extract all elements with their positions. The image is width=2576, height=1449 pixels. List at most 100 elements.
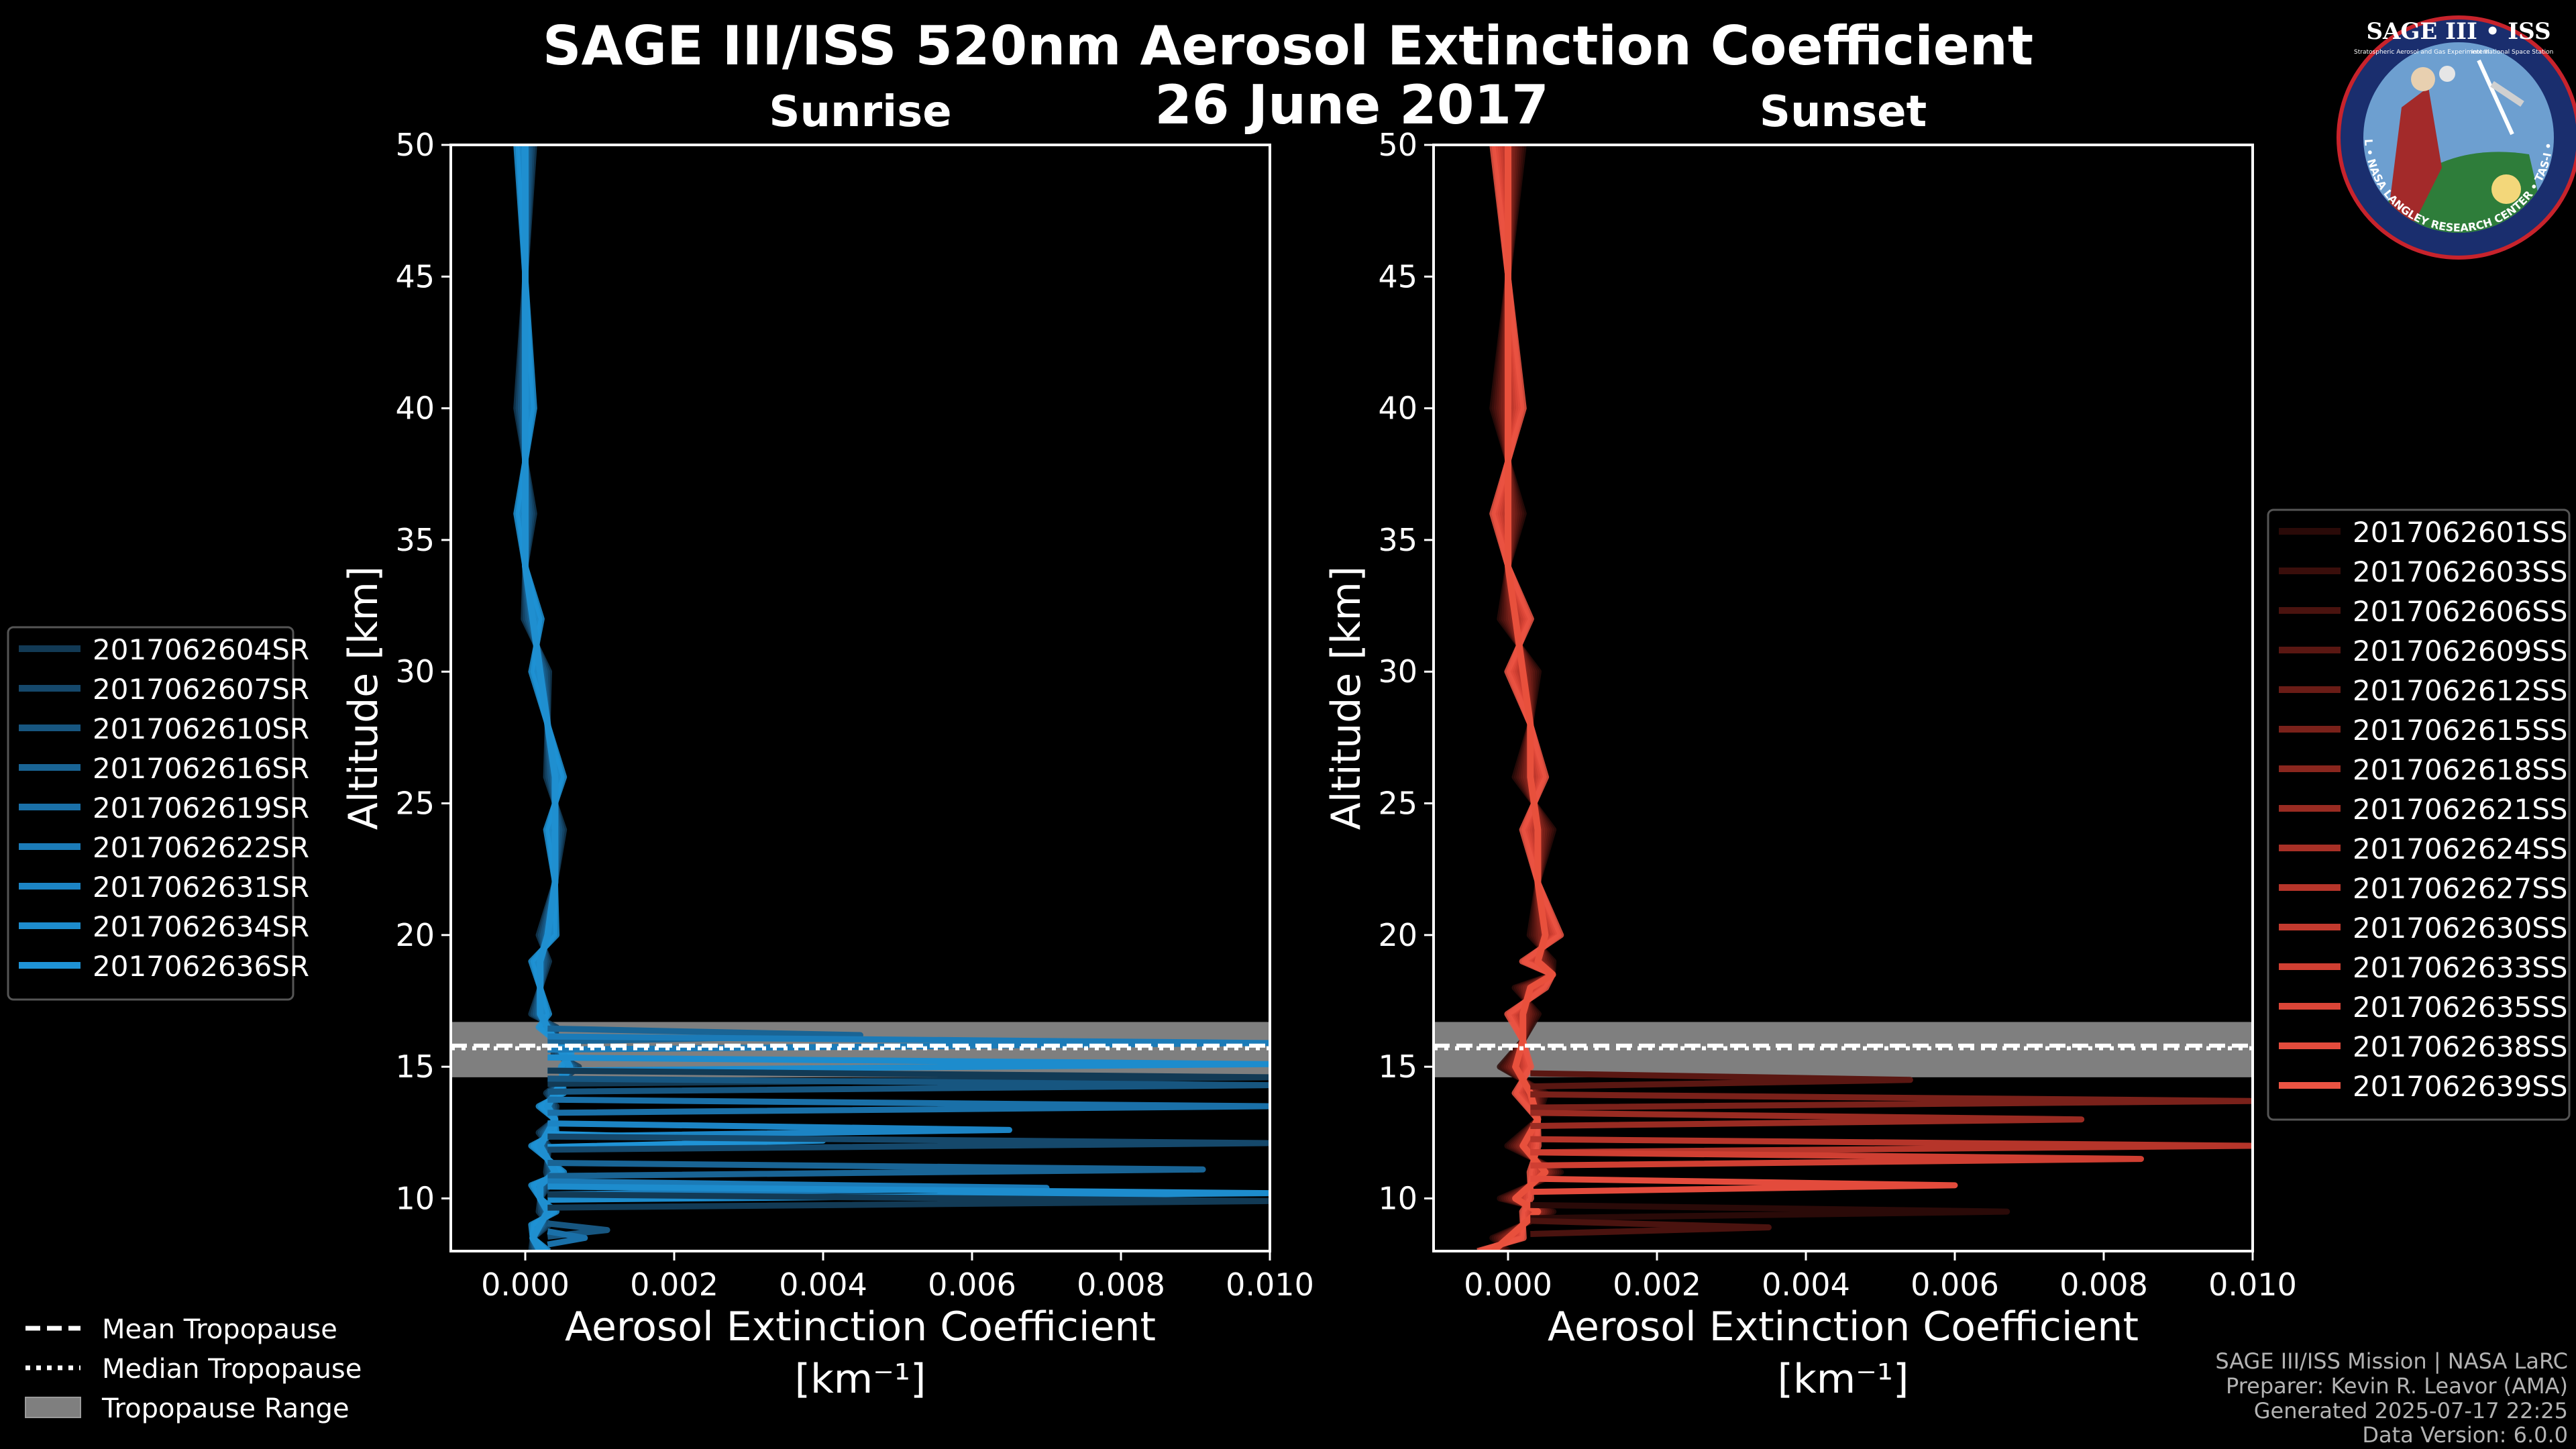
x-axis-label: Aerosol Extinction Coefficient xyxy=(565,1303,1156,1350)
excursion-spike-3 xyxy=(1530,1136,2253,1156)
y-tick-label: 25 xyxy=(395,786,435,822)
x-tick-label: 0.002 xyxy=(630,1267,718,1303)
logo-moon xyxy=(2439,66,2455,82)
legend-label-2017062609SS: 2017062609SS xyxy=(2353,635,2568,667)
logo-earth-land xyxy=(2375,152,2549,233)
panel-title: Sunrise xyxy=(769,87,951,137)
y-tick-label: 50 xyxy=(1378,127,1417,163)
y-tick-label: 40 xyxy=(395,390,435,427)
legend-label-2017062622SR: 2017062622SR xyxy=(93,831,309,864)
y-tick-label: 35 xyxy=(1378,522,1417,558)
legend-label-2017062607SR: 2017062607SR xyxy=(93,673,309,706)
legend-label-2017062610SR: 2017062610SR xyxy=(93,712,309,745)
legend-box xyxy=(7,626,294,1001)
credit-line-preparer: Preparer: Kevin R. Leavor (AMA) xyxy=(2226,1373,2568,1399)
y-tick-label: 10 xyxy=(1378,1180,1417,1216)
excursion-spike-7 xyxy=(1530,1218,1772,1237)
legend-label-2017062601SS: 2017062601SS xyxy=(2353,516,2568,549)
excursion-spike-1 xyxy=(1530,1091,2253,1111)
legend-label-2017062606SS: 2017062606SS xyxy=(2353,595,2568,628)
y-tick-label: 45 xyxy=(1378,258,1417,294)
x-tick-label: 0.000 xyxy=(1464,1267,1552,1303)
logo-robed-figure xyxy=(2388,87,2442,221)
y-tick-label: 40 xyxy=(1378,390,1417,427)
y-tick-label: 45 xyxy=(395,258,435,294)
credit-line-data-version: Data Version: 6.0.0 xyxy=(2362,1422,2568,1448)
panel-title: Sunset xyxy=(1760,87,1927,137)
excursion-spike-0 xyxy=(1530,1070,1913,1090)
y-tick-label: 25 xyxy=(1378,786,1417,822)
series-lines xyxy=(1477,145,2253,1251)
logo-space-station xyxy=(2490,80,2524,107)
figure-subtitle: 26 June 2017 xyxy=(1155,74,1549,136)
legend-label-2017062634SR: 2017062634SR xyxy=(93,910,309,943)
y-tick-label: 30 xyxy=(1378,653,1417,690)
y-axis-label: Altitude [km] xyxy=(340,566,387,830)
logo-sub-right-text: International Space Station xyxy=(2471,49,2554,56)
legend-swatch-tropopause-range xyxy=(25,1397,81,1418)
excursion-spike-14 xyxy=(547,1228,588,1248)
legend-label-2017062639SS: 2017062639SS xyxy=(2353,1070,2568,1103)
series-lines xyxy=(513,145,1270,1251)
excursion-spike-4 xyxy=(547,1075,1270,1095)
excursion-spike-1 xyxy=(547,1033,1270,1053)
legend-label-2017062635SS: 2017062635SS xyxy=(2353,991,2568,1024)
legend-label-2017062618SS: 2017062618SS xyxy=(2353,753,2568,786)
legend-label-2017062627SS: 2017062627SS xyxy=(2353,872,2568,905)
excursion-spike-6 xyxy=(1530,1201,2010,1222)
y-tick-label: 35 xyxy=(395,522,435,558)
credit-line-generated: Generated 2025-07-17 22:25 xyxy=(2254,1398,2568,1424)
excursion-spike-10 xyxy=(547,1178,1050,1198)
y-tick-label: 20 xyxy=(1378,917,1417,953)
figure-title: SAGE III/ISS 520nm Aerosol Extinction Co… xyxy=(543,15,2033,77)
x-tick-label: 0.004 xyxy=(779,1267,867,1303)
series-line-profile xyxy=(1491,145,1556,1251)
excursion-spike-2 xyxy=(1530,1110,2085,1130)
y-tick-label: 10 xyxy=(395,1180,435,1216)
legend-label-2017062616SR: 2017062616SR xyxy=(93,752,309,785)
x-tick-label: 0.010 xyxy=(1226,1267,1314,1303)
y-tick-label: 20 xyxy=(395,917,435,953)
x-axis-label: Aerosol Extinction Coefficient xyxy=(1548,1303,2139,1350)
logo-sun xyxy=(2491,174,2521,204)
excursion-spike-2 xyxy=(547,1054,1270,1074)
tropopause-legend-label: Mean Tropopause xyxy=(102,1314,337,1345)
legend-label-2017062604SR: 2017062604SR xyxy=(93,633,309,666)
excursion-spike-4 xyxy=(1530,1149,2144,1169)
x-tick-label: 0.010 xyxy=(2208,1267,2297,1303)
x-axis-units: [km⁻¹] xyxy=(795,1356,926,1403)
legend-label-2017062631SR: 2017062631SR xyxy=(93,871,309,904)
x-tick-label: 0.006 xyxy=(928,1267,1016,1303)
sunrise-legend: 2017062604SR 2017062607SR 2017062610SR 2017… xyxy=(7,626,309,1001)
excursion-spike-9 xyxy=(547,1159,1206,1179)
x-tick-label: 0.008 xyxy=(2059,1267,2148,1303)
excursion-spike-8 xyxy=(547,1133,1270,1153)
logo-sub-left-text: Stratospheric Aerosol and Gas Experiment… xyxy=(2354,49,2489,56)
credit-line-mission: SAGE III/ISS Mission | NASA LaRC xyxy=(2215,1348,2568,1374)
excursion-spike-5 xyxy=(1530,1175,1958,1195)
x-tick-label: 0.006 xyxy=(1911,1267,1999,1303)
legend-label-2017062624SS: 2017062624SS xyxy=(2353,833,2568,865)
y-tick-label: 15 xyxy=(1378,1049,1417,1085)
legend-label-2017062633SS: 2017062633SS xyxy=(2353,951,2568,984)
sunrise-panel: 10 15 20 25 30 35 40 45 50 0.000 0.002 0.004 0.006 0.… xyxy=(340,87,1314,1403)
x-tick-label: 0.002 xyxy=(1613,1267,1701,1303)
legend-box xyxy=(2267,508,2571,1121)
logo-light-beam xyxy=(2477,59,2514,136)
x-tick-label: 0.000 xyxy=(481,1267,570,1303)
legend-label-2017062615SS: 2017062615SS xyxy=(2353,714,2568,747)
x-tick-label: 0.008 xyxy=(1077,1267,1165,1303)
legend-label-2017062636SR: 2017062636SR xyxy=(93,950,309,983)
excursion-spike-5 xyxy=(547,1096,1270,1116)
y-axis-label: Altitude [km] xyxy=(1323,566,1370,830)
tropopause-legend-label: Tropopause Range xyxy=(101,1393,350,1424)
y-tick-label: 30 xyxy=(395,653,435,690)
logo-figure-head xyxy=(2411,67,2435,91)
excursion-spike-6 xyxy=(547,1120,1012,1140)
tropopause-legend-label: Median Tropopause xyxy=(102,1354,362,1385)
legend-label-2017062621SS: 2017062621SS xyxy=(2353,793,2568,826)
tropopause-legend: Mean Tropopause Median Tropopause Tropopau… xyxy=(25,1314,362,1424)
credits-block: SAGE III/ISS Mission | NASA LaRC Prepare… xyxy=(2215,1348,2568,1448)
legend-label-2017062619SR: 2017062619SR xyxy=(93,792,309,824)
